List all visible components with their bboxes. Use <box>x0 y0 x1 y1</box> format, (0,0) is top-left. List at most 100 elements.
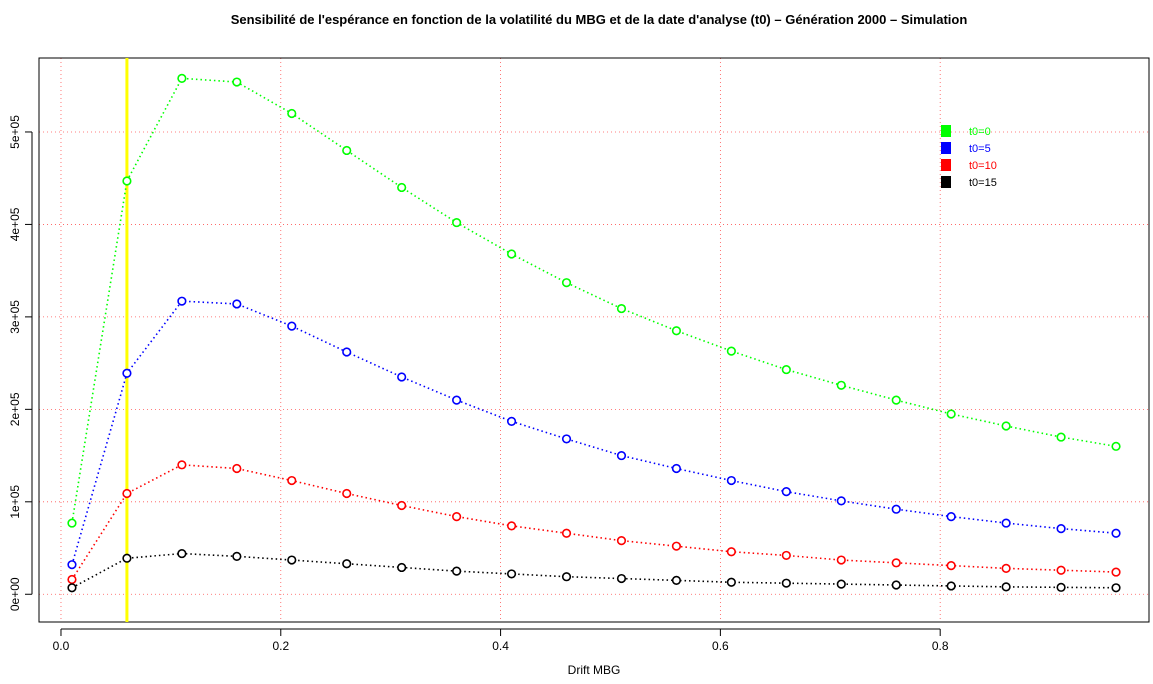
data-point <box>726 577 736 587</box>
data-point <box>671 575 682 585</box>
data-point <box>342 347 352 357</box>
data-point <box>1001 563 1011 573</box>
series-line <box>71 300 1117 565</box>
data-point <box>836 555 846 565</box>
data-point <box>616 303 627 314</box>
data-point <box>946 560 956 571</box>
data-point <box>232 299 242 309</box>
data-point <box>1056 565 1066 575</box>
data-point <box>726 346 736 356</box>
data-point <box>177 460 187 470</box>
data-point <box>177 73 187 83</box>
x-axis-label: Drift MBG <box>568 663 621 677</box>
data-point <box>287 555 297 565</box>
data-point <box>781 487 791 497</box>
data-point <box>1001 582 1011 592</box>
legend-swatch <box>941 176 951 188</box>
data-point <box>506 521 517 531</box>
legend-swatch <box>941 142 951 154</box>
data-point <box>561 528 572 538</box>
data-point <box>177 296 187 306</box>
data-point <box>1056 582 1066 592</box>
data-point <box>506 569 517 579</box>
x-tick-label: 0.6 <box>712 639 729 653</box>
data-point <box>287 108 297 119</box>
x-tick-label: 0.0 <box>53 639 70 653</box>
legend-label: t0=5 <box>969 143 991 155</box>
data-point <box>836 496 846 506</box>
data-point <box>232 551 242 561</box>
data-point <box>726 475 736 486</box>
y-tick-label: 2e+05 <box>8 392 22 426</box>
grid-layer <box>39 58 1149 622</box>
data-point <box>122 368 132 378</box>
y-tick-label: 1e+05 <box>8 485 22 519</box>
x-axis: 0.0 0.2 0.4 0.6 0.8 <box>53 628 949 653</box>
data-point <box>671 326 682 336</box>
data-point <box>671 541 682 551</box>
data-point <box>67 518 77 528</box>
data-point <box>946 581 956 591</box>
x-tick-label: 0.8 <box>932 639 949 653</box>
data-point <box>1001 518 1011 528</box>
data-point <box>452 511 462 522</box>
data-point <box>561 572 572 582</box>
data-point <box>836 579 846 589</box>
data-point <box>781 550 791 561</box>
y-tick-label: 5e+05 <box>8 115 22 149</box>
data-point <box>506 416 517 426</box>
data-point <box>1001 421 1011 431</box>
data-point <box>616 450 627 461</box>
data-point <box>287 321 297 331</box>
y-tick-label: 3e+05 <box>8 300 22 334</box>
plot-frame <box>38 57 1150 623</box>
data-point <box>891 580 901 590</box>
data-point <box>232 77 242 87</box>
data-point <box>1111 567 1121 577</box>
data-point <box>781 364 791 375</box>
legend-label: t0=0 <box>969 126 991 138</box>
data-point <box>1056 432 1066 442</box>
data-point <box>67 574 77 585</box>
y-tick-label: 0e+00 <box>8 577 22 611</box>
legend-label: t0=15 <box>969 177 997 189</box>
data-point <box>122 553 132 563</box>
y-tick-label: 4e+05 <box>8 207 22 241</box>
legend-swatch <box>941 159 951 171</box>
data-point <box>452 566 462 576</box>
data-point <box>1056 524 1066 534</box>
data-point <box>342 559 352 569</box>
data-point <box>67 583 77 593</box>
data-point <box>452 217 462 228</box>
data-point <box>891 395 901 405</box>
data-point <box>397 500 407 511</box>
data-point <box>836 380 846 390</box>
data-point <box>671 463 682 474</box>
series-line <box>71 552 1117 589</box>
data-point <box>122 488 132 499</box>
data-point <box>232 463 242 474</box>
data-point <box>616 573 627 584</box>
data-point <box>67 560 77 570</box>
x-tick-label: 0.2 <box>272 639 289 653</box>
data-point <box>561 278 572 288</box>
data-point <box>506 249 517 259</box>
data-point <box>342 145 352 156</box>
data-point <box>342 488 352 499</box>
data-point <box>177 548 187 559</box>
data-point <box>122 176 132 186</box>
data-point <box>781 578 791 588</box>
data-point <box>397 372 407 382</box>
series-layer <box>67 73 1121 593</box>
data-point <box>891 504 901 514</box>
data-point <box>561 434 572 444</box>
data-point <box>946 511 956 522</box>
legend-label: t0=10 <box>969 160 997 172</box>
data-point <box>946 409 956 419</box>
data-point <box>452 395 462 405</box>
data-point <box>287 475 297 486</box>
legend: t0=0 t0=5 t0=10 t0=15 <box>941 125 997 189</box>
y-axis: 0e+00 1e+05 2e+05 3e+05 4e+05 5e+05 <box>8 115 33 611</box>
